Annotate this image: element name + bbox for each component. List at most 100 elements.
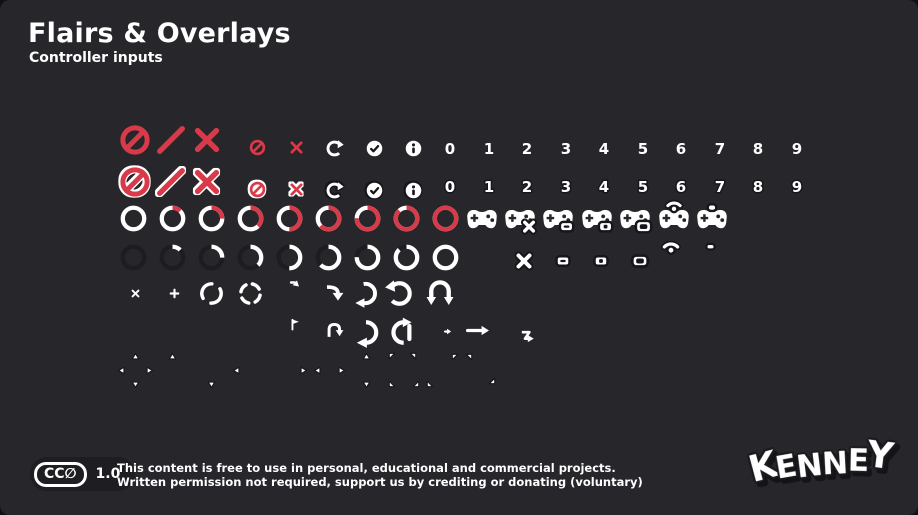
tri-r-icon [297,364,310,377]
ring-icon [273,241,306,274]
digit-icon: 3 [554,137,578,161]
no-icon [117,122,153,158]
svg-text:6: 6 [676,140,686,158]
gamepad-icon [501,200,539,238]
digit-icon: 0 [438,137,462,161]
wifi-icon [659,234,683,258]
gamepad-icon [616,200,654,238]
page-subtitle: Controller inputs [29,50,163,66]
svg-text:5: 5 [638,178,648,196]
tri-sw-icon [424,378,436,390]
ring-icon [390,202,423,235]
check-icon [363,137,386,160]
rotate-bar-icon [384,315,419,350]
cross-icon [288,181,305,198]
digit-icon: 9 [785,137,809,161]
no-icon [248,180,267,199]
uturn-icon [422,274,458,310]
ring-icon [117,202,150,235]
svg-text:7: 7 [715,178,725,196]
tri-se-icon [486,375,498,387]
ring-icon [117,241,150,274]
svg-text:3: 3 [561,178,571,196]
digit-icon: 2 [515,137,539,161]
tri-r-icon [143,364,156,377]
ring-icon [351,241,384,274]
svg-text:8: 8 [753,178,763,196]
digit-icon: 1 [477,175,501,199]
arrow-right-icon [463,315,494,346]
tri-l-icon [311,364,324,377]
ring-icon [234,202,267,235]
tri-ne-icon [463,351,475,363]
digit-icon: 3 [554,175,578,199]
tri-l-icon [230,364,243,377]
rotate-ccw-icon [382,276,417,311]
ring-icon [351,202,384,235]
ring-icon [312,241,345,274]
tri-sw-icon [386,378,398,390]
gamepad-icon [655,199,693,238]
info-icon [402,137,425,160]
tri-d-icon [129,378,142,391]
bent-ne-icon [285,274,307,296]
curve-left2-icon [352,315,387,350]
gamepad-icon [693,200,731,238]
bump-icon [703,239,718,254]
ring-icon [195,202,228,235]
port-line-icon [553,251,573,271]
digit-icon: 1 [477,137,501,161]
no-icon [117,164,153,200]
tri-u-icon [166,350,179,363]
cross-thin-icon [127,285,144,302]
ring-icon [156,202,189,235]
svg-text:6: 6 [676,178,686,196]
slash-icon [153,122,189,158]
svg-text:4: 4 [599,178,609,196]
tri-u-icon [360,350,373,363]
kenney-logo: KENNEY [744,433,897,492]
cross-icon [190,165,224,199]
no-icon [248,138,267,157]
ring-icon [234,241,267,274]
gamepad-icon [539,200,577,238]
svg-text:4: 4 [599,140,609,158]
license-version: 1.0 [95,466,121,482]
ring-icon [195,241,228,274]
cross-icon [288,139,305,156]
reload-icon [323,179,346,202]
digit-icon: 8 [746,137,770,161]
plus-icon [165,284,184,303]
tri-ne-icon [407,350,419,362]
svg-text:1: 1 [484,140,494,158]
ring-icon [273,202,306,235]
tri-se-icon [410,378,422,390]
ring-icon [156,241,189,274]
svg-text:9: 9 [792,140,802,158]
arrow-right-small-icon [439,323,456,340]
license-line-2: Written permission not required, support… [117,475,643,489]
digit-icon: 4 [592,175,616,199]
digit-icon: 5 [631,175,655,199]
digit-icon: 2 [515,175,539,199]
digit-icon: 7 [708,175,732,199]
svg-text:9: 9 [792,178,802,196]
info-icon [402,179,425,202]
zigzag-icon [515,325,540,350]
flag-icon [285,314,306,335]
arc2-icon [196,278,227,309]
svg-text:8: 8 [753,140,763,158]
slash-icon [153,164,189,200]
svg-text:3: 3 [561,140,571,158]
license-line-1: This content is free to use in personal,… [117,461,616,475]
svg-text:7: 7 [715,140,725,158]
digit-icon: 6 [669,175,693,199]
bend-down-icon [322,317,349,344]
port-dot-icon [591,251,611,271]
svg-text:1: 1 [484,178,494,196]
ring-icon [429,202,462,235]
tri-nw-icon [386,350,398,362]
port-open-icon [629,250,651,272]
tri-d-icon [360,378,373,391]
badge-x-icon [514,251,534,271]
